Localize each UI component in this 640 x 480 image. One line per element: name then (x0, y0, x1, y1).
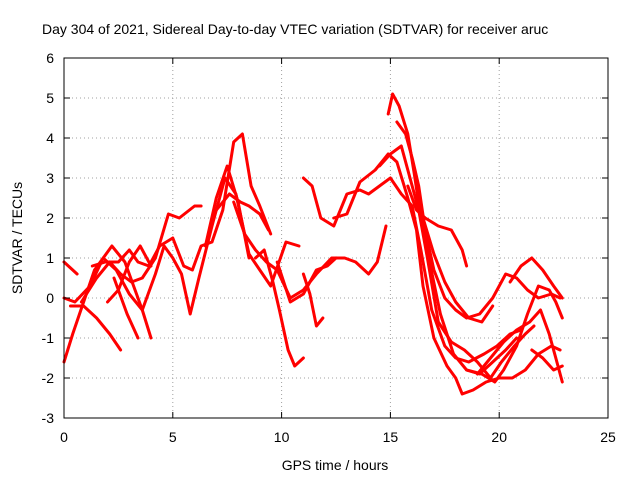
y-tick-label: 3 (46, 170, 54, 186)
series-trace-13 (275, 256, 338, 304)
series-trace-14 (301, 272, 325, 328)
series-trace-19 (395, 120, 562, 320)
chart-title: Day 304 of 2021, Sidereal Day-to-day VTE… (42, 21, 548, 37)
x-tick-label: 20 (491, 429, 507, 445)
series-trace-24 (508, 256, 564, 300)
series-trace-23 (475, 308, 564, 384)
y-tick-label: 4 (46, 130, 54, 146)
series-trace-6 (90, 132, 273, 272)
y-axis-label: SDTVAR / TECUs (9, 182, 25, 294)
series-trace-8 (112, 276, 140, 340)
series-trace-25 (530, 348, 564, 372)
series-trace-21 (421, 216, 495, 324)
series-trace-7 (106, 244, 153, 304)
data-traces (62, 92, 564, 396)
plot-frame (63, 57, 609, 419)
y-tick-label: 6 (46, 50, 54, 66)
x-tick-label: 10 (274, 429, 290, 445)
series-trace-18 (386, 92, 519, 376)
x-axis-ticks: 0 5 10 15 20 25 (60, 58, 616, 445)
series-trace-5 (79, 204, 203, 304)
y-tick-label: -3 (42, 410, 55, 426)
x-tick-label: 0 (60, 429, 68, 445)
x-tick-label: 25 (600, 429, 616, 445)
grid-lines (64, 58, 608, 418)
y-tick-label: -1 (42, 330, 55, 346)
series-trace-17 (378, 144, 536, 380)
x-tick-label: 15 (383, 429, 399, 445)
y-tick-label: 2 (46, 210, 54, 226)
series-trace-15 (301, 176, 523, 364)
series-trace-1 (62, 260, 79, 276)
series-trace-22 (465, 284, 564, 384)
y-axis-ticks: -3 -2 -1 0 1 2 3 4 5 6 (42, 50, 608, 426)
x-axis-label: GPS time / hours (282, 457, 389, 473)
series-trace-20 (406, 184, 469, 268)
y-tick-label: 0 (46, 290, 54, 306)
series-trace-12 (254, 248, 305, 368)
y-tick-label: 1 (46, 250, 54, 266)
x-tick-label: 5 (169, 429, 177, 445)
series-trace-10 (214, 192, 270, 232)
series-trace-3 (62, 244, 153, 364)
series-trace-2 (62, 176, 301, 316)
y-tick-label: -2 (42, 370, 55, 386)
series-trace-9 (203, 164, 251, 260)
y-tick-label: 5 (46, 90, 54, 106)
series-trace-4 (69, 304, 123, 352)
